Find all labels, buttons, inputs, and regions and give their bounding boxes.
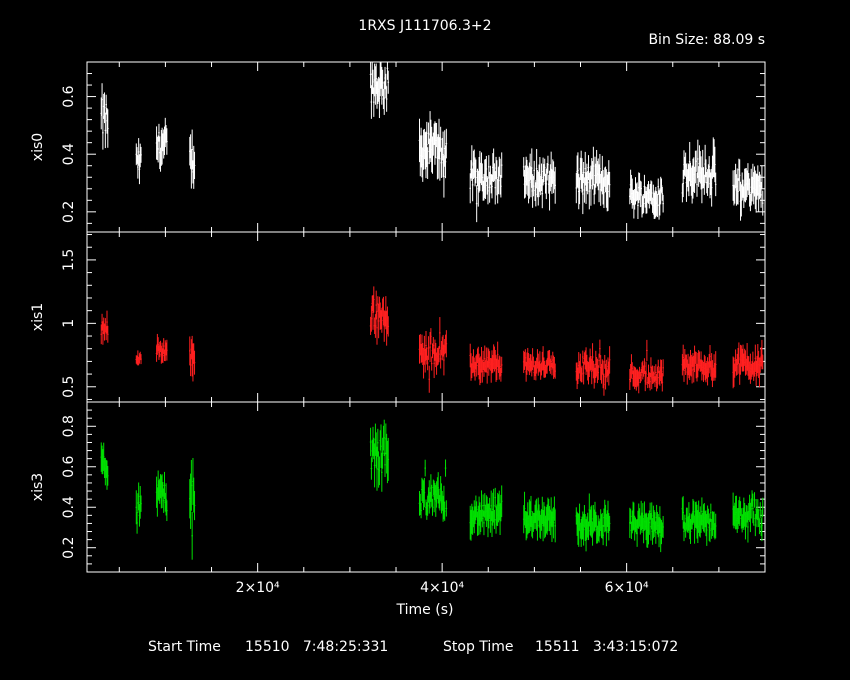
start-time-value: 15510 7:48:25:331 xyxy=(245,639,388,655)
panel-xis1: 0.5 1 1.5 xis1 xyxy=(30,231,766,403)
start-time-label: Start Time xyxy=(148,639,221,655)
panel-xis0: 0.2 0.4 0.6 xis0 xyxy=(30,61,766,233)
panel-frame xyxy=(86,231,766,403)
stop-time-value: 15511 3:43:15:072 xyxy=(535,639,678,655)
y-tick-label: 0.2 xyxy=(61,537,77,559)
y-tick-label: 0.4 xyxy=(61,143,77,165)
y-tick-label: 0.6 xyxy=(61,456,77,478)
series-xis1 xyxy=(100,286,764,396)
chart-title: 1RXS J111706.3+2 xyxy=(358,18,491,34)
x-tick-label: 4×10⁴ xyxy=(420,580,464,596)
y-tick-label: 1 xyxy=(61,319,77,328)
series-xis0 xyxy=(100,62,764,223)
y-axis-label: xis0 xyxy=(30,133,46,161)
panel-xis3: 0.2 0.4 0.6 0.8 xis3 2×10⁴ 4×10⁴ 6×10⁴ xyxy=(30,401,766,596)
y-tick-label: 0.5 xyxy=(61,376,77,398)
panel-frame xyxy=(86,401,766,573)
x-tick-label: 6×10⁴ xyxy=(605,580,649,596)
y-tick-label: 0.4 xyxy=(61,496,77,518)
y-axis-label: xis3 xyxy=(30,473,46,501)
y-tick-label: 0.6 xyxy=(61,85,77,107)
panels-group: 0.2 0.4 0.6 xis0 0.5 1 1.5 xis1 0.2 0.4 0.6 0.8 xis3… xyxy=(30,61,766,596)
series-xis3 xyxy=(100,419,764,560)
y-axis-label: xis1 xyxy=(30,303,46,331)
y-tick-label: 1.5 xyxy=(61,249,77,271)
stop-time-label: Stop Time xyxy=(443,639,514,655)
bin-size-label: Bin Size: 88.09 s xyxy=(648,32,765,48)
y-tick-label: 0.2 xyxy=(61,201,77,223)
y-tick-label: 0.8 xyxy=(61,415,77,437)
x-tick-label: 2×10⁴ xyxy=(236,580,280,596)
x-axis-label: Time (s) xyxy=(396,602,454,618)
